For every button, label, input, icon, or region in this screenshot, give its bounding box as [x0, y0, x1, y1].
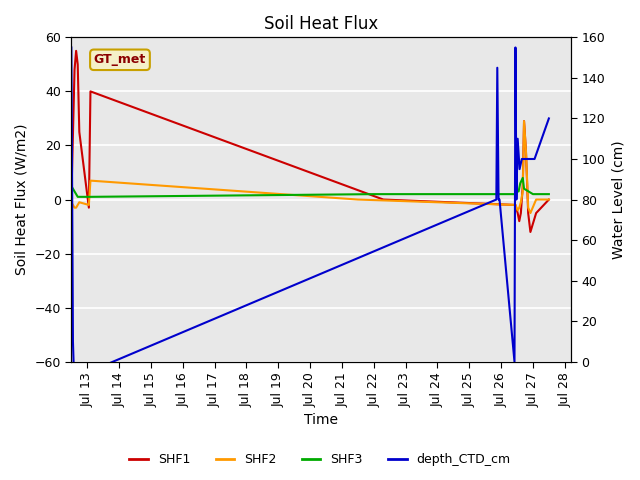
- X-axis label: Time: Time: [304, 413, 339, 427]
- Title: Soil Heat Flux: Soil Heat Flux: [264, 15, 378, 33]
- Text: GT_met: GT_met: [94, 53, 146, 66]
- Y-axis label: Water Level (cm): Water Level (cm): [611, 140, 625, 259]
- Legend: SHF1, SHF2, SHF3, depth_CTD_cm: SHF1, SHF2, SHF3, depth_CTD_cm: [124, 448, 516, 471]
- Y-axis label: Soil Heat Flux (W/m2): Soil Heat Flux (W/m2): [15, 124, 29, 276]
